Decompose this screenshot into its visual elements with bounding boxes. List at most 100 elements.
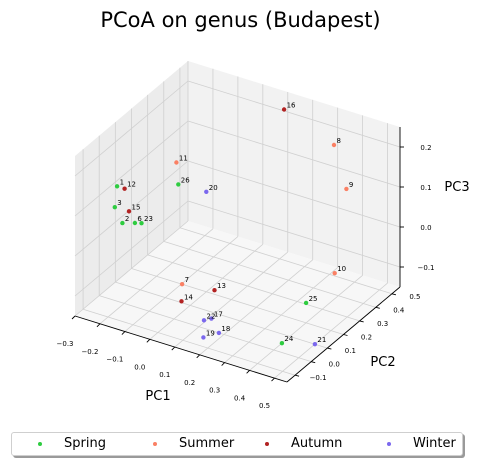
x-tick-mark [71, 315, 76, 320]
axes-lines [71, 127, 404, 383]
point-winter-19 [201, 335, 206, 340]
gridline-y-floor [99, 295, 312, 363]
x-tick-label: 0.4 [234, 394, 246, 402]
point-label-16: 16 [287, 102, 296, 110]
y-tick-label: 0.1 [345, 347, 356, 355]
point-label-13: 13 [217, 282, 226, 290]
legend-label-spring: Spring [64, 436, 106, 451]
point-labels: 132 6 232625241178910121516131420172218192… [117, 102, 353, 345]
y-tick-label: 0.4 [393, 306, 405, 314]
point-label-20: 20 [209, 184, 218, 192]
point-spring-23 [139, 221, 144, 226]
y-tick-mark [343, 334, 348, 336]
x-tick-label: 0.2 [184, 379, 195, 387]
point-spring-6 [132, 220, 138, 226]
point-summer-10 [332, 271, 337, 276]
x-tick-label: −0.3 [57, 340, 74, 348]
point-spring-24 [279, 341, 285, 346]
x-tick-mark [146, 338, 151, 343]
point-label-14: 14 [184, 293, 193, 301]
point-label-22: 22 [207, 312, 216, 320]
x-axis-line [74, 315, 288, 383]
point-label-9: 9 [349, 181, 353, 189]
point-label-25: 25 [309, 295, 318, 303]
y-tick-label: 0.3 [377, 320, 388, 328]
x-tick-mark [246, 370, 250, 374]
point-spring-26 [176, 182, 181, 187]
gridline-y-floor [82, 308, 296, 376]
gridline-y-floor [147, 254, 360, 322]
legend-marker-autumn [265, 442, 269, 446]
point-label-26: 26 [181, 176, 190, 184]
gridline-z-side [74, 120, 189, 217]
gridline-y-floor [131, 268, 344, 335]
x-tick-label: 0.1 [159, 371, 170, 379]
point-label-12: 12 [127, 181, 136, 189]
legend-marker-winter [387, 442, 391, 446]
point-winter-22 [201, 318, 207, 323]
point-winter-17 [209, 316, 214, 321]
x-tick-label: 0.5 [259, 402, 270, 410]
y-axis-label: PC2 [370, 355, 395, 370]
point-label-21: 21 [317, 336, 326, 344]
x-tick-label: −0.1 [106, 356, 123, 364]
legend-label-autumn: Autumn [291, 436, 343, 451]
x-tick-mark [121, 331, 126, 335]
y-tick-label: −0.1 [310, 374, 327, 382]
y-tick-label: 0.2 [361, 334, 372, 342]
y-tick-label: 0.5 [409, 293, 420, 301]
point-label-23: 23 [144, 215, 153, 223]
point-label-11: 11 [179, 155, 188, 163]
point-autumn-14 [179, 299, 184, 304]
z-tick-label: 0.2 [420, 144, 431, 152]
z-tick-label: −0.1 [418, 264, 435, 272]
y-tick-mark [391, 293, 397, 296]
x-tick-mark [196, 354, 201, 359]
y-tick-mark [359, 320, 364, 323]
point-summer-9 [344, 186, 349, 192]
point-label-18: 18 [221, 325, 230, 333]
point-label-15: 15 [132, 203, 141, 211]
x-tick-label: 0.0 [134, 363, 145, 371]
gridline-z-back [187, 80, 401, 148]
z-tick-label: 0.0 [420, 224, 431, 232]
point-label-6: 6 [137, 215, 142, 223]
point-spring-3 [112, 205, 118, 210]
point-label-1: 1 [120, 178, 124, 186]
z-axis-label: PC3 [444, 180, 469, 195]
legend-marker-summer [153, 442, 157, 446]
point-label-8: 8 [337, 137, 341, 145]
x-tick-mark [271, 377, 275, 382]
point-spring-2 [120, 220, 125, 226]
gridline-z-back [187, 160, 401, 228]
gridline-z-side [74, 80, 189, 177]
point-autumn-12 [122, 186, 127, 191]
x-tick-label: 0.3 [209, 387, 220, 395]
x-tick-mark [96, 323, 101, 328]
gridline-z-back [187, 120, 401, 188]
data-points [112, 107, 349, 347]
point-label-17: 17 [214, 311, 223, 319]
point-label-2: 2 [125, 215, 129, 223]
point-autumn-15 [126, 209, 132, 214]
y-tick-label: 0.0 [329, 361, 340, 369]
y-tick-mark [375, 306, 380, 309]
gridline-y-floor [163, 240, 376, 308]
point-spring-25 [303, 300, 309, 306]
gridline-z-back [187, 200, 401, 268]
point-autumn-13 [212, 288, 217, 293]
point-label-3: 3 [117, 199, 121, 207]
axes-gridlines [74, 61, 401, 379]
point-winter-21 [312, 342, 318, 347]
point-winter-20 [204, 189, 209, 194]
point-label-7: 7 [185, 276, 189, 284]
z-tick-label: 0.1 [420, 184, 431, 192]
point-label-19: 19 [206, 329, 215, 337]
x-tick-label: −0.2 [81, 348, 98, 356]
point-summer-11 [174, 160, 179, 165]
y-tick-mark [294, 374, 300, 377]
gridline-y-floor [179, 227, 393, 295]
y-tick-mark [327, 347, 332, 350]
gridline-z-side [74, 160, 189, 257]
point-spring-1 [114, 184, 120, 189]
